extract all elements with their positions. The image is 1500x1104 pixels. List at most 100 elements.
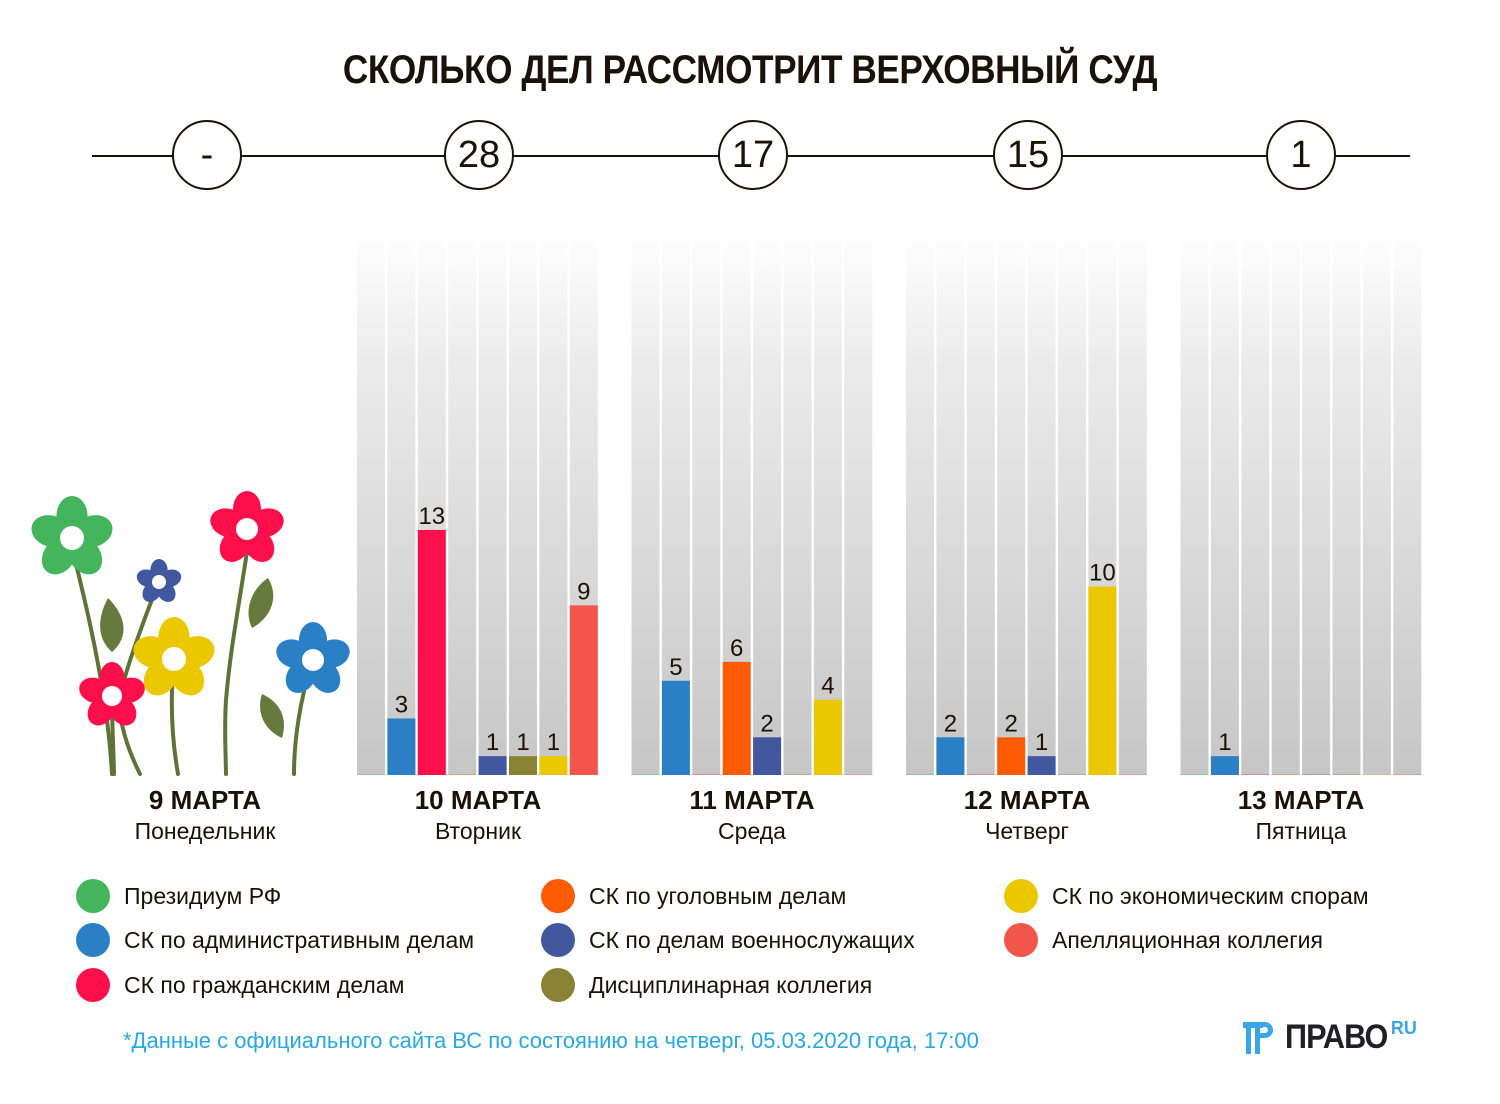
legend-dot-icon <box>541 879 575 913</box>
bar-value-label: 4 <box>821 673 834 700</box>
column-baseline <box>448 774 477 775</box>
footnote: *Данные с официального сайта ВС по состо… <box>123 1028 979 1053</box>
day-label: 11 МАРТА Среда <box>632 784 872 846</box>
day-label: 9 МАРТА Понедельник <box>85 784 325 846</box>
day-label: 10 МАРТА Вторник <box>358 784 598 846</box>
legend-item: Апелляционная коллегия <box>1004 920 1323 960</box>
column-background <box>1058 230 1086 775</box>
bar-value-label: 1 <box>516 729 529 756</box>
flowers-illustration <box>31 491 350 776</box>
legend-label: Апелляционная коллегия <box>1052 926 1323 953</box>
bar-value-label: 2 <box>760 710 773 737</box>
bar-value-label: 5 <box>669 654 682 681</box>
column-background <box>1271 230 1300 775</box>
bar <box>569 605 598 775</box>
bar-value-label: 10 <box>1089 560 1116 587</box>
bar-value-label: 1 <box>1035 729 1048 756</box>
bar <box>753 737 782 775</box>
column-baseline <box>1302 774 1331 775</box>
column-background <box>448 230 477 775</box>
legend-dot-icon <box>541 923 575 957</box>
column-background <box>478 230 507 775</box>
column-background <box>1302 230 1331 775</box>
bar <box>417 529 446 775</box>
legend-item: СК по гражданским делам <box>76 965 404 1005</box>
column-background <box>387 230 416 775</box>
green-flower-icon <box>31 496 113 575</box>
bar-value-label: 2 <box>1005 710 1018 737</box>
legend-label: СК по гражданским делам <box>124 971 405 998</box>
bar <box>997 737 1026 775</box>
blue-flower-icon <box>276 622 350 693</box>
day-weekday: Вторник <box>434 818 522 844</box>
bar <box>722 661 751 775</box>
bar-value-label: 9 <box>577 578 590 605</box>
legend-dot-icon <box>76 968 110 1002</box>
column-baseline <box>966 774 995 775</box>
column-background <box>631 230 660 775</box>
column-background <box>1180 230 1209 775</box>
day-date: 12 МАРТА <box>963 785 1091 815</box>
column-baseline <box>1058 774 1086 775</box>
pravo-logo-icon <box>1243 1022 1273 1054</box>
legend-dot-icon <box>1004 923 1038 957</box>
legend-label: СК по административным делам <box>124 926 475 953</box>
yellow-flower-icon <box>133 617 215 696</box>
column-baseline <box>1362 774 1391 775</box>
column-background <box>1393 230 1422 775</box>
bar-value-label: 2 <box>944 710 957 737</box>
legend-item: СК по экономическим спорам <box>1004 876 1369 916</box>
column-background <box>906 230 934 775</box>
column-background <box>1118 230 1147 775</box>
day-date: 10 МАРТА <box>414 785 542 815</box>
day-total: 17 <box>718 120 788 190</box>
column-baseline <box>692 774 721 775</box>
bar <box>387 718 416 775</box>
day-weekday: Пятница <box>1255 818 1347 844</box>
legend-label: Президиум РФ <box>124 882 282 909</box>
legend-dot-icon <box>1004 879 1038 913</box>
bar <box>1210 756 1239 775</box>
legend-item: Дисциплинарная коллегия <box>541 965 872 1005</box>
logo-suffix: RU <box>1390 1018 1417 1038</box>
column-baseline <box>1118 774 1147 775</box>
bar-value-label: 6 <box>730 635 743 662</box>
leaf-icons <box>100 578 284 738</box>
column-baseline <box>1241 774 1270 775</box>
legend-label: СК по делам военнослужащих <box>589 926 915 953</box>
bar <box>539 756 568 775</box>
legend-item: СК по делам военнослужащих <box>541 920 915 960</box>
column-background <box>813 230 842 775</box>
bar-value-label: 1 <box>1218 729 1231 756</box>
column-background <box>997 230 1026 775</box>
legend-item: СК по уголовным делам <box>541 876 846 916</box>
bar-value-label: 1 <box>547 729 560 756</box>
legend-label: Дисциплинарная коллегия <box>589 971 873 998</box>
bar <box>661 680 690 775</box>
logo-text: ПРАВО <box>1285 1018 1388 1056</box>
legend-dot-icon <box>541 968 575 1002</box>
red-flower-icon <box>210 491 284 562</box>
bar <box>509 756 537 775</box>
column-background <box>753 230 782 775</box>
column-background <box>509 230 537 775</box>
bar-value-label: 3 <box>395 691 408 718</box>
legend-item: СК по административным делам <box>76 920 474 960</box>
day-total: 28 <box>444 120 514 190</box>
bar <box>1088 586 1117 775</box>
legend-dot-icon <box>76 879 110 913</box>
legend-item: Президиум РФ <box>76 876 281 916</box>
bar <box>813 699 842 775</box>
bar <box>1027 756 1056 775</box>
column-background <box>1241 230 1270 775</box>
column-baseline <box>1180 774 1209 775</box>
column-background <box>1362 230 1391 775</box>
column-baseline <box>1332 774 1361 775</box>
legend-label: СК по экономическим спорам <box>1052 882 1369 909</box>
column-baseline <box>631 774 660 775</box>
bar-value-label: 1 <box>486 729 499 756</box>
column-background <box>783 230 812 775</box>
bar <box>478 756 507 775</box>
day-date: 13 МАРТА <box>1237 785 1365 815</box>
pravo-ru-logo[interactable]: ПРАВО RU <box>1243 1018 1417 1057</box>
